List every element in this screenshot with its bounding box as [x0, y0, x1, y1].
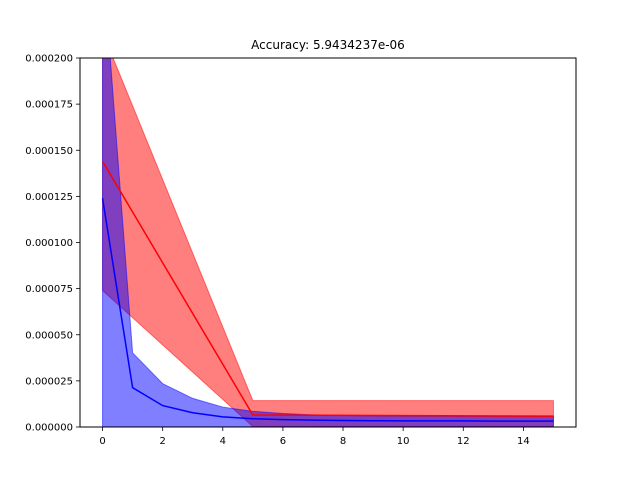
y-axis: 0.000000 0.000025 0.000050 0.000075 0.000100… — [25, 54, 80, 434]
x-axis: 0 2 4 6 8 10 12 14 — [99, 427, 530, 447]
series-1-line — [101, 160, 554, 417]
y-tick-label: 0.000050 — [25, 330, 73, 341]
x-tick-label: 10 — [397, 436, 410, 447]
y-tick-label: 0.000025 — [25, 376, 73, 387]
y-tick-label: 0.000100 — [25, 238, 73, 249]
chart-title: Accuracy: 5.9434237e-06 — [251, 38, 405, 52]
y-tick-label: 0.000150 — [25, 146, 73, 157]
x-tick-label: 8 — [340, 436, 346, 447]
y-tick-label: 0.000200 — [25, 54, 73, 65]
x-tick-label: 14 — [517, 436, 530, 447]
x-tick-label: 2 — [159, 436, 165, 447]
x-tick-label: 0 — [99, 436, 105, 447]
y-tick-label: 0.000000 — [25, 423, 73, 434]
y-tick-label: 0.000175 — [25, 100, 73, 111]
y-tick-label: 0.000075 — [25, 284, 73, 295]
x-tick-label: 4 — [220, 436, 226, 447]
y-tick-label: 0.000125 — [25, 192, 73, 203]
series-2-line — [101, 198, 554, 422]
x-tick-label: 6 — [280, 436, 286, 447]
x-tick-label: 12 — [457, 436, 470, 447]
